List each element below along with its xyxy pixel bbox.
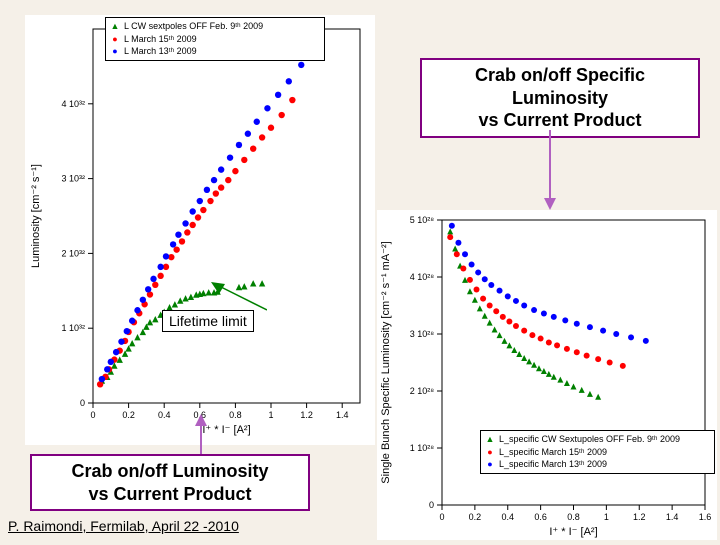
svg-text:0.2: 0.2 (122, 410, 135, 420)
arrow-down-icon (538, 130, 562, 210)
svg-text:3 10²⁸: 3 10²⁸ (410, 329, 435, 339)
arrow-left-icon (207, 280, 267, 316)
svg-text:0.4: 0.4 (501, 512, 514, 522)
legend-row: ● L_specific March 15ᵗʰ 2009 (485, 446, 710, 459)
legend-text: L_specific March 15ᵗʰ 2009 (499, 446, 607, 459)
svg-text:5 10²⁸: 5 10²⁸ (410, 215, 435, 225)
svg-text:2 10²⁸: 2 10²⁸ (410, 386, 435, 396)
svg-text:1.6: 1.6 (699, 512, 712, 522)
svg-text:Luminosity [cm⁻² s⁻¹]: Luminosity [cm⁻² s⁻¹] (30, 164, 42, 268)
footer-credit: P. Raimondi, Fermilab, April 22 -2010 (8, 518, 239, 534)
svg-text:1: 1 (604, 512, 609, 522)
svg-text:1.4: 1.4 (666, 512, 679, 522)
specific-luminosity-chart: 0 0.2 0.4 0.6 0.8 1 1.2 1.4 1.6 0 1 10²⁸ 2 10²⁸ 3 10… (377, 210, 717, 540)
svg-text:1 10³²: 1 10³² (61, 323, 85, 333)
svg-text:0.8: 0.8 (229, 410, 242, 420)
legend-row: ● L_specific March 13ᵗʰ 2009 (485, 458, 710, 471)
svg-text:I⁺ * I⁻ [A²]: I⁺ * I⁻ [A²] (549, 526, 597, 538)
circle-icon: ● (110, 33, 120, 46)
caption-line: vs Current Product (430, 109, 690, 132)
legend-text: L March 13ᵗʰ 2009 (124, 45, 197, 58)
caption-specific-luminosity: Crab on/off Specific Luminosity vs Curre… (420, 58, 700, 138)
svg-text:1.2: 1.2 (300, 410, 313, 420)
luminosity-chart: 00.20.40.60.811.21.401 10³²2 10³²3 10³²4… (25, 15, 375, 445)
svg-text:0: 0 (80, 398, 85, 408)
legend-row: ● L March 13ᵗʰ 2009 (110, 45, 320, 58)
svg-text:4 10²⁸: 4 10²⁸ (410, 272, 435, 282)
legend-text: L CW sextpoles OFF Feb. 9ᵗʰ 2009 (124, 20, 263, 33)
legend-row: ● L March 15ᵗʰ 2009 (110, 33, 320, 46)
legend-row: ▲ L_specific CW Sextupoles OFF Feb. 9ᵗʰ 2… (485, 433, 710, 446)
svg-text:0.6: 0.6 (534, 512, 547, 522)
triangle-icon: ▲ (485, 433, 495, 446)
svg-text:2 10³²: 2 10³² (61, 248, 85, 258)
caption-line: Crab on/off Specific (430, 64, 690, 87)
svg-text:4 10³²: 4 10³² (61, 99, 85, 109)
svg-text:0: 0 (439, 512, 444, 522)
caption-luminosity: Crab on/off Luminosity vs Current Produc… (30, 454, 310, 511)
svg-text:Single Bunch Specific Luminosi: Single Bunch Specific Luminosity [cm⁻² s… (380, 241, 392, 483)
caption-line: Crab on/off Luminosity (40, 460, 300, 483)
svg-text:1.4: 1.4 (336, 410, 349, 420)
svg-text:0: 0 (429, 500, 434, 510)
svg-text:0.2: 0.2 (469, 512, 482, 522)
svg-text:0.8: 0.8 (567, 512, 580, 522)
circle-icon: ● (110, 45, 120, 58)
legend-text: L_specific March 13ᵗʰ 2009 (499, 458, 607, 471)
circle-icon: ● (485, 458, 495, 471)
legend-row: ▲ L CW sextpoles OFF Feb. 9ᵗʰ 2009 (110, 20, 320, 33)
legend-text: L March 15ᵗʰ 2009 (124, 33, 197, 46)
svg-text:0.4: 0.4 (158, 410, 171, 420)
svg-text:1 10²⁸: 1 10²⁸ (410, 443, 435, 453)
caption-line: vs Current Product (40, 483, 300, 506)
legend-text: L_specific CW Sextupoles OFF Feb. 9ᵗʰ 20… (499, 433, 680, 446)
chart2-legend: ▲ L_specific CW Sextupoles OFF Feb. 9ᵗʰ 2… (480, 430, 715, 474)
svg-text:0: 0 (90, 410, 95, 420)
arrow-up-icon (189, 414, 213, 454)
svg-text:3 10³²: 3 10³² (61, 174, 85, 184)
circle-icon: ● (485, 446, 495, 459)
caption-line: Luminosity (430, 87, 690, 110)
chart1-legend: ▲ L CW sextpoles OFF Feb. 9ᵗʰ 2009 ● L Marc… (105, 17, 325, 61)
svg-text:1: 1 (268, 410, 273, 420)
svg-text:1.2: 1.2 (633, 512, 646, 522)
triangle-icon: ▲ (110, 20, 120, 33)
